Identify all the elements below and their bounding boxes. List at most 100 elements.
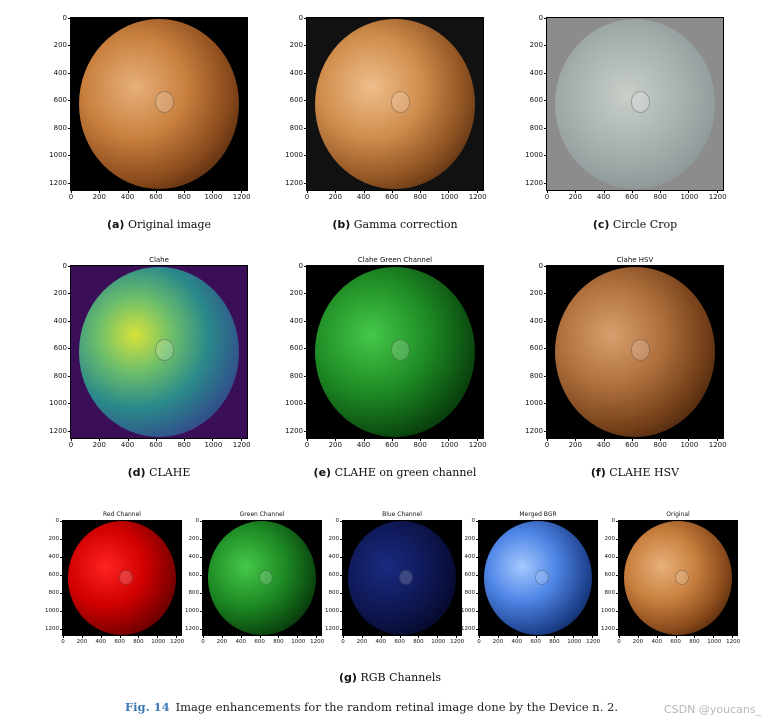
figure-caption: Fig. 14 Image enhancements for the random… [125, 700, 618, 714]
y-tick-mark [60, 611, 62, 613]
y-tick-mark [200, 521, 202, 522]
x-tick-mark [476, 191, 478, 193]
x-tick-mark [575, 191, 577, 193]
x-tick-label: 200 [76, 639, 88, 645]
y-tick-mark [304, 45, 306, 47]
x-tick-label: 1000 [440, 193, 459, 201]
x-tick-label: 200 [216, 639, 228, 645]
x-tick-label: 200 [328, 193, 342, 201]
x-tick-label: 0 [544, 441, 550, 449]
y-tick-mark [68, 375, 70, 377]
y-tick-label: 1200 [525, 426, 543, 435]
y-tick-mark [68, 72, 70, 74]
y-tick-label: 400 [529, 68, 543, 77]
panel-title: Clahe HSV [616, 256, 654, 264]
y-tick-label: 200 [53, 41, 67, 50]
y-tick-label: 0 [335, 518, 340, 524]
x-tick-mark [631, 439, 633, 441]
y-tick-label: 400 [464, 554, 476, 561]
x-tick-mark [203, 636, 204, 638]
x-tick-mark [619, 636, 620, 638]
x-tick-mark [716, 191, 718, 193]
y-tick-mark [304, 155, 306, 157]
x-tick-label: 800 [549, 639, 560, 645]
y-tick-mark [304, 100, 306, 102]
y-tick-mark [616, 611, 618, 613]
x-tick-label: 400 [596, 193, 611, 201]
panel-caption-letter: (c) [592, 218, 610, 231]
y-tick-mark [476, 521, 478, 522]
y-tick-mark [68, 18, 70, 19]
y-tick-mark [200, 539, 202, 541]
x-tick-label: 1200 [170, 639, 185, 645]
y-tick-label: 1000 [461, 608, 475, 615]
panel-image [546, 265, 724, 439]
y-tick-mark [340, 611, 342, 613]
x-tick-label: 1200 [708, 441, 727, 449]
x-tick-mark [259, 636, 261, 638]
x-tick-label: 1200 [232, 193, 251, 201]
figure-panel: Red Channel 0 200 400 600 800 1000 1200 0 200 400 6… [32, 510, 192, 666]
x-tick-label: 0 [617, 639, 621, 645]
y-tick-mark [60, 521, 62, 522]
x-tick-mark [420, 439, 422, 441]
x-tick-label: 0 [68, 193, 74, 201]
x-tick-mark [138, 636, 140, 638]
x-tick-mark [155, 439, 157, 441]
y-tick-mark [304, 293, 306, 295]
x-tick-mark [361, 636, 363, 638]
panel-title: Blue Channel [382, 511, 422, 518]
x-tick-label: 200 [356, 639, 368, 645]
y-tick-mark [60, 593, 62, 595]
y-tick-mark [616, 629, 618, 631]
y-tick-mark [60, 575, 62, 577]
y-tick-mark [544, 72, 546, 74]
optic-disc [119, 569, 134, 585]
panel-caption: (a) Original image [50, 218, 268, 231]
y-tick-label: 600 [529, 96, 543, 105]
x-tick-mark [335, 191, 337, 193]
x-tick-mark [212, 191, 214, 193]
x-tick-mark [547, 439, 548, 441]
x-tick-label: 600 [254, 639, 265, 645]
x-tick-label: 200 [568, 193, 582, 201]
x-tick-mark [316, 636, 318, 638]
y-tick-label: 200 [529, 41, 543, 50]
figure-panel: Blue Channel 0 200 400 600 800 1000 1200 0 200 400… [312, 510, 472, 666]
x-tick-label: 1200 [708, 193, 727, 201]
y-tick-label: 400 [604, 554, 616, 561]
x-tick-mark [713, 636, 715, 638]
x-tick-label: 600 [385, 441, 399, 449]
optic-disc [630, 339, 651, 361]
x-tick-label: 800 [177, 441, 191, 449]
x-tick-mark [656, 636, 658, 638]
x-tick-mark [497, 636, 499, 638]
panel-caption: (c) Circle Crop [526, 218, 744, 231]
y-tick-mark [304, 348, 306, 350]
y-tick-mark [304, 375, 306, 377]
y-tick-mark [68, 348, 70, 350]
y-tick-mark [68, 293, 70, 295]
panel-image [478, 520, 598, 636]
y-tick-mark [60, 557, 62, 559]
y-tick-label: 0 [62, 14, 67, 22]
x-tick-mark [456, 636, 458, 638]
x-tick-label: 200 [328, 441, 342, 449]
x-tick-mark [307, 439, 308, 441]
panel-caption-letter: (e) [313, 466, 332, 479]
y-tick-mark [68, 155, 70, 157]
y-tick-mark [544, 45, 546, 47]
y-tick-mark [616, 575, 618, 577]
x-tick-label: 1000 [204, 441, 223, 449]
y-tick-mark [340, 575, 342, 577]
x-tick-label: 0 [477, 639, 481, 645]
x-tick-mark [448, 439, 450, 441]
x-tick-mark [363, 439, 365, 441]
y-tick-mark [340, 521, 342, 522]
y-tick-mark [544, 293, 546, 295]
figure-panel: Clahe Green Channel 0 200 400 600 800 1000 1200… [266, 253, 486, 467]
y-tick-label: 600 [529, 344, 543, 353]
x-tick-label: 200 [492, 639, 504, 645]
y-tick-mark [200, 575, 202, 577]
y-tick-mark [544, 320, 546, 322]
